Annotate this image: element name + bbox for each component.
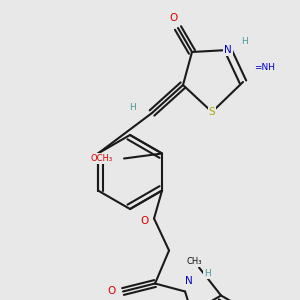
Text: H: H [129,103,135,112]
Text: O: O [107,286,115,296]
Text: S: S [209,107,215,117]
Text: O: O [140,215,148,226]
Text: H: H [241,38,248,46]
Text: =NH: =NH [254,64,275,73]
Text: H: H [204,269,210,278]
Text: CH₃: CH₃ [186,257,202,266]
Text: O: O [169,13,177,23]
Text: N: N [185,277,193,286]
Text: N: N [224,45,232,55]
Text: OCH₃: OCH₃ [91,154,113,163]
